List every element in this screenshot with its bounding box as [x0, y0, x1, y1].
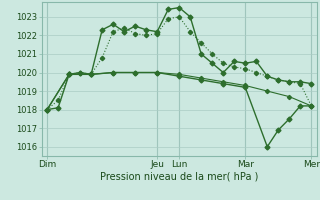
X-axis label: Pression niveau de la mer( hPa ): Pression niveau de la mer( hPa )	[100, 172, 258, 182]
